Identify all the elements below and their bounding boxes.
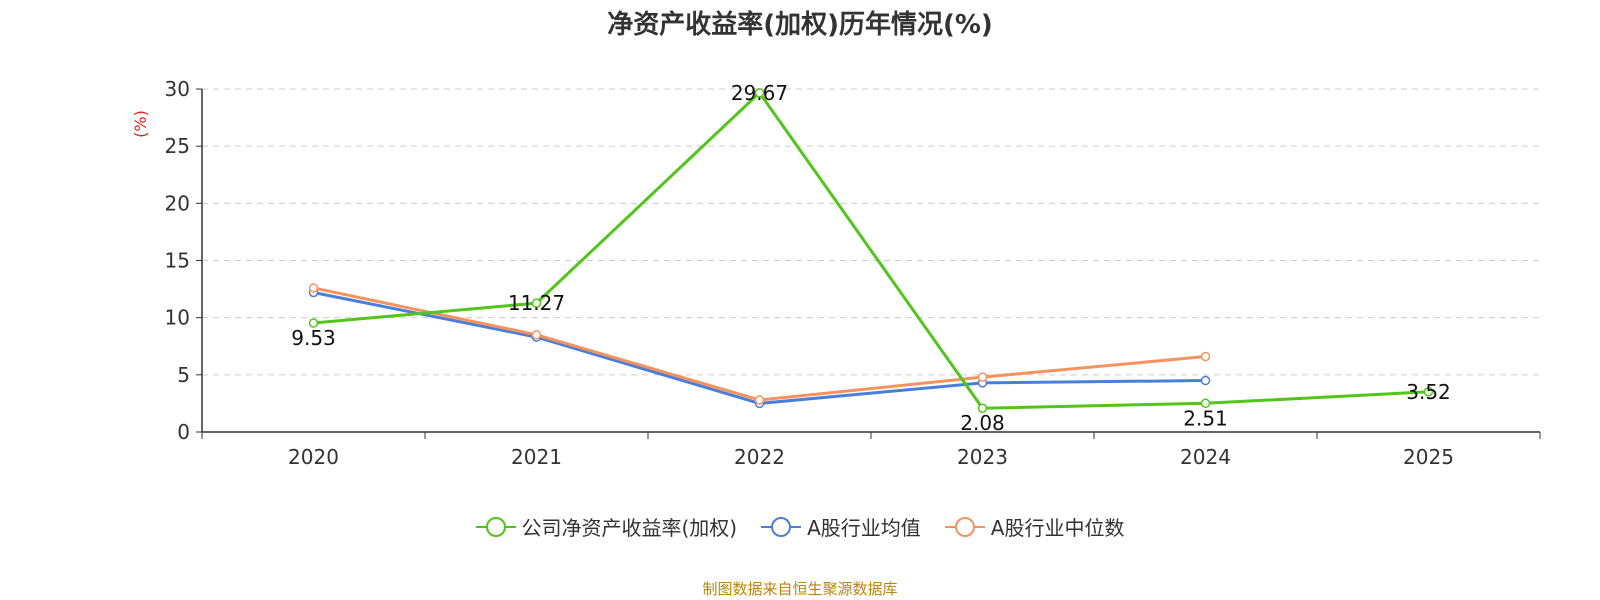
data-point bbox=[754, 395, 765, 405]
data-point bbox=[1200, 375, 1211, 386]
data-label: 9.53 bbox=[291, 326, 336, 350]
x-tick-label: 2023 bbox=[957, 445, 1008, 469]
legend-label: A股行业中位数 bbox=[990, 516, 1125, 540]
data-point bbox=[308, 283, 319, 293]
data-point bbox=[1200, 398, 1211, 409]
data-point bbox=[977, 403, 988, 413]
data-point bbox=[977, 372, 988, 382]
y-tick-label: 25 bbox=[165, 134, 190, 158]
data-label: 3.52 bbox=[1406, 380, 1451, 404]
data-labels: 9.53 11.27 29.67 2.08 2.51 3.52 bbox=[291, 81, 1451, 435]
data-point bbox=[1200, 351, 1211, 362]
data-point bbox=[754, 88, 765, 98]
data-point bbox=[531, 330, 542, 340]
x-tick-label: 2021 bbox=[511, 445, 562, 469]
legend-label: A股行业均值 bbox=[807, 516, 921, 540]
chart-title: 净资产收益率(加权)历年情况(%) bbox=[607, 10, 993, 40]
series-lines bbox=[308, 88, 1434, 413]
legend-item[interactable]: 公司净资产收益率(加权) bbox=[475, 512, 738, 541]
y-tick-label: 5 bbox=[177, 363, 190, 387]
x-tick-label: 2022 bbox=[734, 445, 785, 469]
y-tick-label: 20 bbox=[165, 191, 190, 215]
x-tick-label: 2020 bbox=[288, 445, 339, 469]
legend: 公司净资产收益率(加权) A股行业均值 A股行业中位数 bbox=[0, 512, 1600, 541]
data-label: 2.08 bbox=[960, 411, 1005, 435]
x-tick-label: 2024 bbox=[1180, 445, 1231, 469]
y-tick-label: 0 bbox=[177, 420, 190, 444]
legend-swatch-icon bbox=[761, 516, 802, 537]
series-line bbox=[313, 91, 1429, 410]
data-label: 11.27 bbox=[508, 291, 565, 315]
data-label: 2.51 bbox=[1183, 406, 1228, 430]
data-point bbox=[308, 318, 319, 328]
legend-swatch-icon bbox=[944, 516, 985, 537]
legend-swatch-icon bbox=[475, 516, 516, 537]
y-tick-label: 15 bbox=[165, 249, 190, 273]
data-point bbox=[531, 298, 542, 308]
x-tick-label: 2025 bbox=[1403, 445, 1454, 469]
legend-item[interactable]: A股行业均值 bbox=[761, 512, 921, 541]
y-axis-title: (%) bbox=[131, 110, 150, 138]
legend-label: 公司净资产收益率(加权) bbox=[521, 516, 738, 540]
data-label: 29.67 bbox=[731, 81, 788, 105]
grid-lines bbox=[202, 88, 1540, 376]
y-tick-label: 30 bbox=[165, 77, 190, 101]
legend-item[interactable]: A股行业中位数 bbox=[944, 512, 1125, 541]
y-tick-label: 10 bbox=[165, 306, 190, 330]
data-point bbox=[1423, 387, 1434, 397]
source-note: 制图数据来自恒生聚源数据库 bbox=[702, 580, 898, 598]
series-line bbox=[313, 291, 1206, 405]
